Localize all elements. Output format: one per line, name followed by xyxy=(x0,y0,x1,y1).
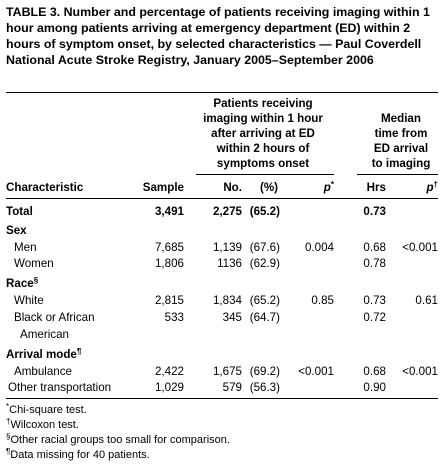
group-header-line: within 2 hours of xyxy=(216,142,310,155)
cell-hrs: 0.73 xyxy=(363,294,386,307)
section-label-mark: § xyxy=(33,276,39,285)
group-header-line: Patients receiving xyxy=(213,97,313,110)
cell-hrs: 0.68 xyxy=(363,241,386,254)
cell-no: 1,834 xyxy=(212,294,242,307)
footnote-mark: § xyxy=(6,432,11,441)
footnote: §Other racial groups too small for compa… xyxy=(6,433,230,447)
cell-sample: 3,491 xyxy=(154,205,184,218)
table-title: TABLE 3. Number and percentage of patien… xyxy=(6,5,430,67)
median-header-line: to imaging xyxy=(371,157,431,170)
col-pct: (%) xyxy=(259,181,278,194)
col-p2-mark: † xyxy=(433,180,438,189)
median-header-line: Median xyxy=(381,112,421,125)
cell-sample: 533 xyxy=(164,311,184,324)
cell-no: 1136 xyxy=(217,257,242,270)
section-label: Sex xyxy=(6,224,27,237)
cell-pct: (65.2) xyxy=(249,294,280,307)
cell-pct: (64.7) xyxy=(249,311,280,324)
footnote: ¶Data missing for 40 patients. xyxy=(6,448,150,462)
top-rule xyxy=(6,92,438,93)
col-p2: p† xyxy=(395,181,438,195)
cell-p1: <0.001 xyxy=(298,365,334,378)
cell-no: 1,675 xyxy=(212,365,242,378)
cell-pct: (67.6) xyxy=(249,241,280,254)
section-label: Race§ xyxy=(6,277,38,291)
row-label-continued: American xyxy=(20,328,69,341)
row-label: Other transportation xyxy=(8,381,112,394)
cell-hrs: 0.90 xyxy=(363,381,386,394)
cell-pct: (65.2) xyxy=(249,205,280,218)
footnote-mark: * xyxy=(6,402,10,411)
cell-p1: 0.004 xyxy=(304,241,334,254)
cell-pct: (69.2) xyxy=(249,365,280,378)
header-rule xyxy=(6,198,438,199)
cell-hrs: 0.72 xyxy=(363,311,386,324)
col-characteristic: Characteristic xyxy=(6,181,84,194)
row-label: Women xyxy=(14,257,54,270)
row-label: Total xyxy=(6,205,33,218)
col-p1-mark: * xyxy=(330,180,334,189)
footnote: †Wilcoxon test. xyxy=(6,418,79,432)
col-p1-label: p xyxy=(323,181,331,194)
cell-p2: <0.001 xyxy=(402,365,438,378)
footnote-text: Data missing for 40 patients. xyxy=(10,449,150,461)
group-header-line: imaging within 1 hour xyxy=(203,112,323,125)
footnote-text: Wilcoxon test. xyxy=(10,419,79,431)
footnote-text: Other racial groups too small for compar… xyxy=(10,434,230,446)
cell-sample: 7,685 xyxy=(154,241,184,254)
cell-no: 579 xyxy=(222,381,242,394)
section-label-mark: ¶ xyxy=(76,347,82,356)
group-header-line: after arriving at ED xyxy=(211,127,315,140)
median-header-rule xyxy=(357,174,438,175)
footnote-mark: † xyxy=(6,417,11,426)
cell-hrs: 0.68 xyxy=(363,365,386,378)
group-header-rule xyxy=(196,174,334,175)
footnote-text: Chi-square test. xyxy=(9,404,87,416)
footnote: *Chi-square test. xyxy=(6,403,87,417)
col-no: No. xyxy=(223,181,242,194)
cell-sample: 1,029 xyxy=(154,381,184,394)
cell-no: 345 xyxy=(222,311,242,324)
col-hrs: Hrs xyxy=(366,181,386,194)
cell-sample: 1,806 xyxy=(154,257,184,270)
cell-no: 2,275 xyxy=(212,205,242,218)
cell-p2: 0.61 xyxy=(415,294,438,307)
cell-pct: (62.9) xyxy=(249,257,280,270)
cell-p1: 0.85 xyxy=(311,294,334,307)
row-label: White xyxy=(14,294,44,307)
cell-hrs: 0.73 xyxy=(363,205,386,218)
cell-sample: 2,815 xyxy=(154,294,184,307)
row-label: Black or African xyxy=(14,311,95,324)
cell-pct: (56.3) xyxy=(249,381,280,394)
cell-sample: 2,422 xyxy=(154,365,184,378)
median-header-line: time from xyxy=(374,127,428,140)
row-label: Ambulance xyxy=(14,365,73,378)
footnote-mark: ¶ xyxy=(6,447,11,456)
section-label-text: Race xyxy=(6,277,34,290)
section-label: Arrival mode¶ xyxy=(6,348,81,362)
cell-p2: <0.001 xyxy=(402,241,438,254)
median-header-line: ED arrival xyxy=(373,142,429,155)
group-header-line: symptoms onset xyxy=(216,157,310,170)
bottom-rule xyxy=(6,398,438,399)
row-label: Men xyxy=(14,241,37,254)
col-sample: Sample xyxy=(142,181,184,194)
cell-hrs: 0.78 xyxy=(363,257,386,270)
col-p1: p* xyxy=(290,181,334,195)
cell-no: 1,139 xyxy=(212,241,242,254)
section-label-text: Arrival mode xyxy=(6,348,77,361)
col-p2-label: p xyxy=(426,181,434,194)
